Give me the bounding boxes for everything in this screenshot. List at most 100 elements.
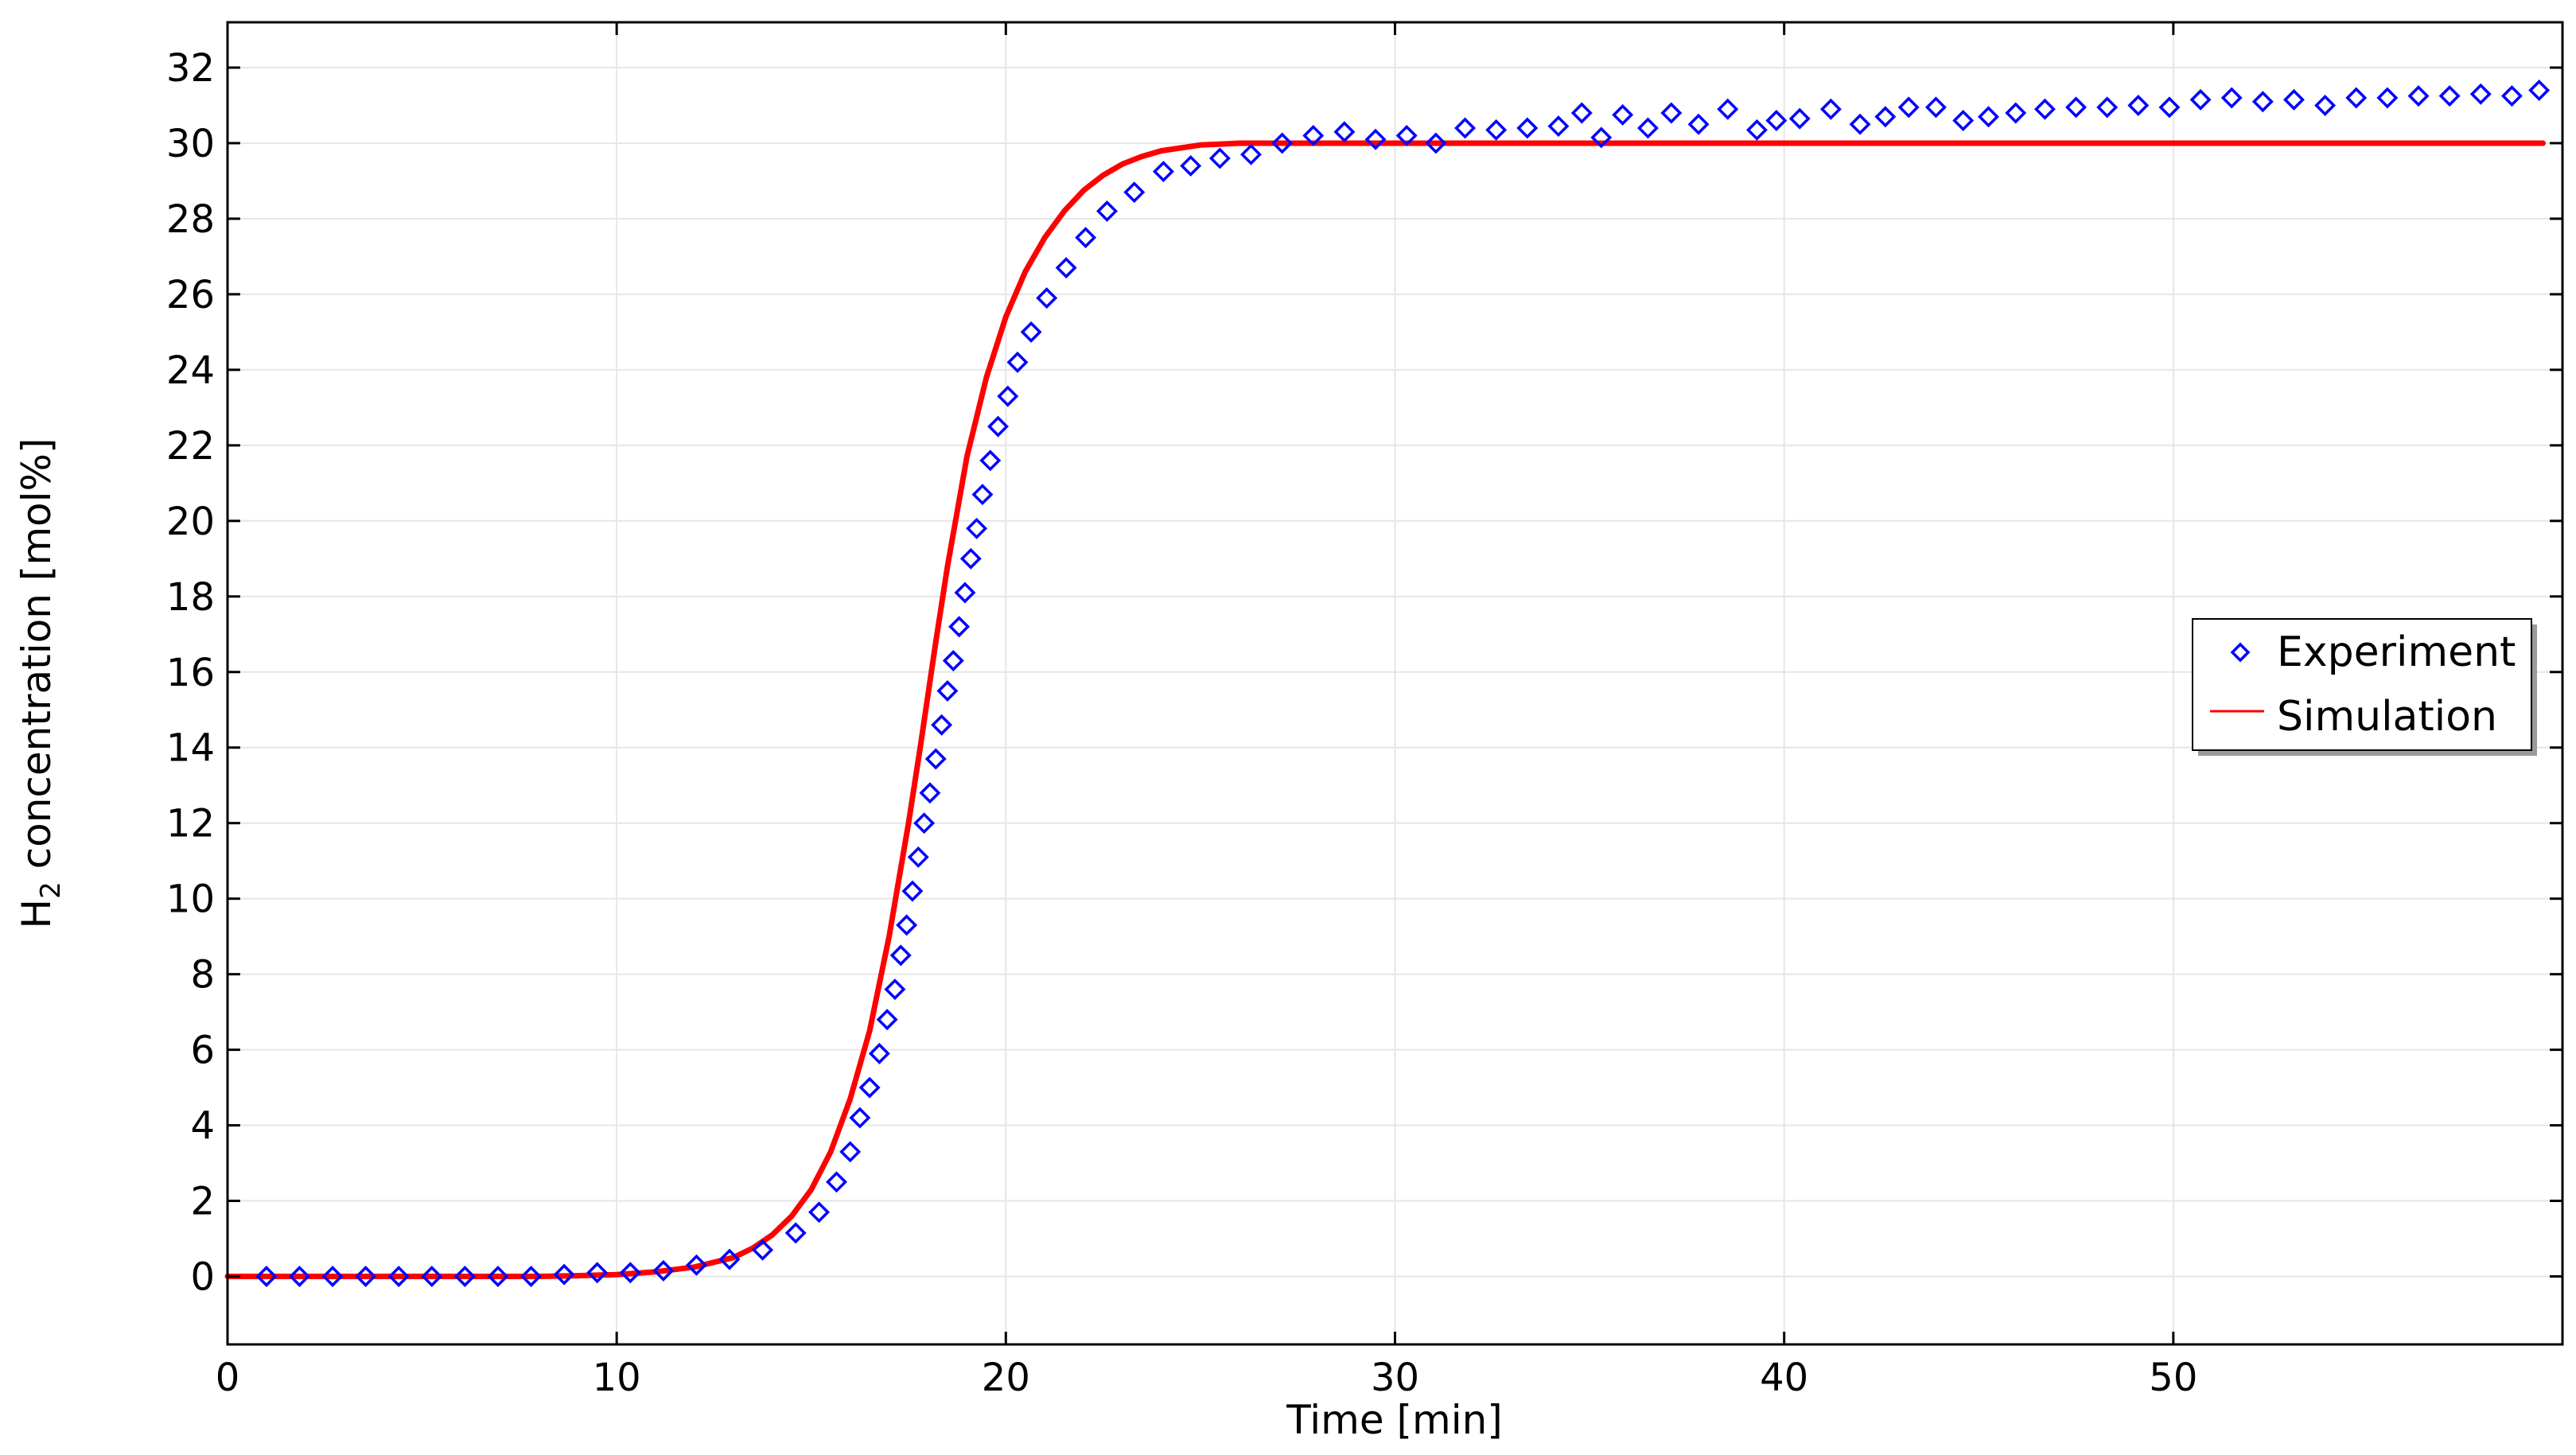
y-tick-label: 20 [166, 500, 215, 544]
experiment-point [1123, 181, 1146, 204]
experiment-point [1874, 106, 1897, 128]
experiment-point [1516, 117, 1539, 139]
experiment-point [1364, 128, 1387, 150]
experiment-point [1765, 109, 1788, 131]
experiment-point [942, 650, 964, 671]
y-axis-title-suffix: concentration [mol%] [14, 438, 60, 881]
experiment-point [1590, 126, 1613, 149]
x-tick-label: 30 [1371, 1356, 1419, 1400]
experiment-point [2189, 88, 2212, 111]
experiment-point [896, 914, 918, 936]
y-tick-label: 18 [166, 575, 215, 620]
experiment-point [1020, 321, 1042, 343]
y-tick-label: 8 [190, 953, 215, 998]
experiment-point [1745, 119, 1768, 141]
y-tick-label: 32 [166, 46, 215, 91]
y-tick-label: 14 [166, 726, 215, 771]
experiment-point [1612, 103, 1634, 126]
experiment-point [1687, 113, 1710, 135]
experiment-point [453, 1266, 476, 1288]
experiment-point [1454, 117, 1477, 139]
experiment-point [2407, 85, 2430, 107]
experiment-point [586, 1262, 609, 1284]
experiment-point [1924, 96, 1947, 119]
experiment-point [2065, 96, 2088, 119]
experiment-point [959, 547, 982, 570]
x-tick-label: 0 [216, 1356, 240, 1400]
experiment-point [619, 1262, 641, 1284]
experiment-point [289, 1266, 310, 1288]
experiment-point [1819, 98, 1842, 120]
experiment-point [931, 714, 953, 736]
x-tick-label: 10 [593, 1356, 641, 1400]
experiment-point [784, 1222, 807, 1244]
experiment-point [849, 1107, 871, 1129]
experiment-point [868, 1042, 890, 1064]
experiment-point [884, 978, 906, 1001]
y-axis-title: H2 concentration [mol%] [14, 438, 67, 928]
experiment-point [1897, 96, 1920, 119]
experiment-point [1570, 102, 1593, 124]
experiment-point [1096, 200, 1118, 222]
experiment-point [2314, 94, 2337, 116]
experiment-point [652, 1259, 675, 1282]
x-tick-label: 20 [982, 1356, 1030, 1400]
experiment-point [2528, 79, 2551, 101]
y-axis-title-subscript: 2 [35, 881, 67, 899]
experiment-point [936, 680, 959, 702]
experiment-point [255, 1266, 278, 1288]
y-tick-label: 4 [190, 1104, 215, 1149]
y-tick-label: 26 [166, 273, 215, 317]
experiment-point [966, 517, 988, 539]
experiment-point [421, 1266, 443, 1288]
experiment-point [487, 1266, 509, 1288]
experiment-point [979, 449, 1002, 472]
experiment-point [808, 1201, 831, 1224]
experiment-point [889, 944, 912, 967]
experiment-point [2005, 102, 2027, 124]
y-tick-label: 22 [166, 424, 215, 469]
y-tick-label: 0 [190, 1255, 215, 1300]
experiment-point [1180, 154, 1202, 177]
experiment-point [2500, 85, 2523, 107]
experiment-point [1055, 257, 1077, 279]
experiment-point [954, 582, 976, 604]
experiment-point [1978, 106, 1999, 128]
experiment-point [1302, 124, 1325, 146]
experiment-point [553, 1263, 575, 1286]
y-tick-label: 6 [190, 1029, 215, 1073]
legend-box [2192, 618, 2532, 751]
y-tick-label: 16 [166, 651, 215, 695]
y-axis-title-prefix: H [14, 899, 60, 929]
experiment-point [1952, 109, 1975, 131]
experiment-point [355, 1266, 377, 1288]
series-layer [224, 79, 2551, 1288]
y-tick-label: 12 [166, 802, 215, 846]
experiment-point [2096, 96, 2119, 119]
experiment-point [1240, 143, 1262, 165]
x-tick-label: 50 [2149, 1356, 2197, 1400]
x-axis-title: Time [min] [1286, 1397, 1503, 1443]
experiment-point [997, 385, 1019, 407]
x-axis: 0 10 20 30 40 50 [216, 22, 2197, 1400]
legend-experiment-label: Experiment [2277, 628, 2516, 676]
experiment-point [321, 1266, 344, 1288]
experiment-point [1152, 161, 1174, 183]
experiment-point [948, 616, 971, 638]
simulation-line [224, 140, 2546, 1279]
experiment-point [1333, 121, 1356, 143]
experiment-point [1849, 113, 1871, 135]
experiment-point [924, 748, 947, 770]
experiment-point [2127, 94, 2150, 116]
x-tick-label: 40 [1760, 1356, 1808, 1400]
y-tick-label: 24 [166, 348, 215, 393]
experiment-point [2283, 88, 2305, 111]
legend: Experiment Simulation [2192, 618, 2537, 756]
experiment-point [1036, 287, 1058, 309]
experiment-point [1208, 147, 1231, 169]
experiment-point [1547, 115, 1570, 138]
experiment-point [901, 880, 924, 902]
experiment-point [2220, 87, 2243, 109]
